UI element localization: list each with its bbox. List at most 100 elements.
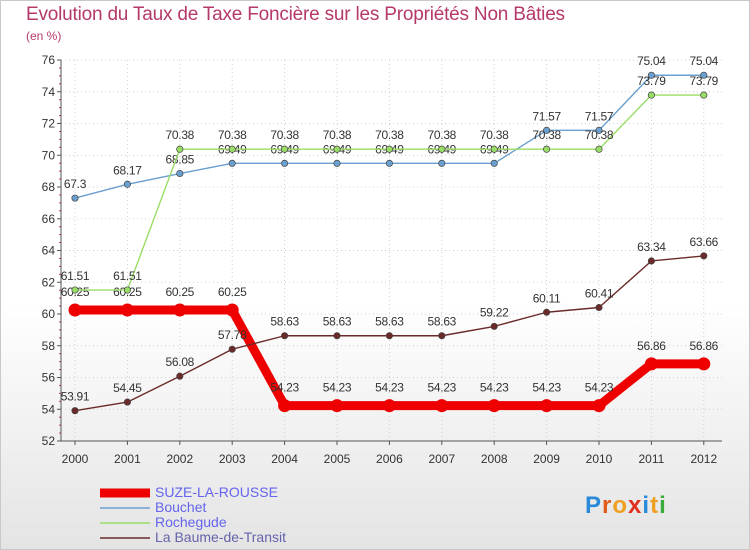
data-label: 68.17 [113,163,142,177]
proxiti-logo: Proxiti [585,492,667,520]
data-point [385,332,393,340]
data-point [173,303,187,317]
data-label: 71.57 [585,109,614,123]
logo-letter: i [659,492,667,519]
data-label: 73.79 [637,74,666,88]
y-tick-label: 66 [42,212,56,226]
data-point [228,345,236,353]
data-label: 60.25 [218,285,247,299]
data-label: 54.45 [113,381,142,395]
data-point [71,194,79,202]
series-suze-la-rousse: 60.2560.2560.2560.2554.2354.2354.2354.23… [61,285,719,413]
data-point [71,286,79,294]
chart-title: Evolution du Taux de Taxe Foncière sur l… [26,4,565,25]
series-rochegude: 61.51 61.51 70.38 70.38 70.38 70.38 70.38 70.38… [61,74,719,294]
data-point [700,91,708,99]
legend [100,488,150,539]
y-tick-label: 76 [42,53,56,67]
logo-letter: r [602,492,613,519]
data-point [333,159,341,167]
data-point [225,303,239,317]
data-label: 70.38 [428,128,457,142]
data-label: 54.23 [270,381,299,395]
data-point [228,145,236,153]
y-tick-label: 72 [42,117,56,131]
data-label: 70.38 [480,128,509,142]
x-tick-label: 2007 [428,452,455,466]
data-point [176,145,184,153]
data-point [595,126,603,134]
y-tick-label: 64 [42,244,56,258]
legend-label: Bouchet [155,499,207,515]
x-tick-label: 2000 [62,452,89,466]
data-point [700,252,708,260]
data-point [120,303,134,317]
data-point [281,159,289,167]
data-point [438,159,446,167]
data-label: 70.38 [532,128,561,142]
x-tick-label: 2003 [219,452,246,466]
data-label: 60.25 [166,285,195,299]
data-point [540,399,554,413]
data-label: 56.86 [690,339,719,353]
data-label: 54.23 [532,381,561,395]
x-tick-label: 2011 [638,452,664,466]
y-tick-label: 60 [42,307,56,321]
data-point [438,332,446,340]
y-tick-label: 56 [42,371,56,385]
logo-letter: o [612,492,629,519]
data-point [176,169,184,178]
data-point [330,399,344,413]
data-label: 75.04 [637,54,666,68]
y-tick-label: 62 [42,275,56,289]
data-label: 54.23 [585,381,614,395]
data-label: 70.38 [166,128,195,142]
data-point [71,407,79,415]
x-tick-label: 2002 [166,452,193,466]
data-point [228,159,236,167]
y-tick-label: 58 [42,339,56,353]
x-tick-label: 2009 [533,452,560,466]
data-label: 73.79 [690,74,719,88]
data-label: 67.3 [64,177,87,191]
data-label: 70.38 [585,128,614,142]
y-axis-unit: (en %) [26,29,62,43]
x-tick-label: 2001 [114,452,141,466]
data-label: 53.91 [61,390,90,404]
data-point [333,332,341,340]
data-point [176,372,184,380]
logo-letter: P [585,492,603,519]
data-label: 71.57 [532,109,561,123]
y-tick-label: 54 [42,402,56,416]
data-label: 68.85 [166,153,195,167]
data-label: 58.63 [323,315,352,329]
data-label: 54.23 [428,381,457,395]
data-label: 60.41 [585,286,614,300]
data-point [490,322,498,330]
data-label: 70.38 [323,128,352,142]
y-tick-label: 70 [42,148,56,162]
x-tick-label: 2012 [690,452,717,466]
data-label: 54.23 [480,381,509,395]
data-point [487,399,501,413]
data-point [382,399,396,413]
x-tick-label: 2004 [271,452,298,466]
legend-label: La Baume-de-Transit [155,529,286,545]
data-point [543,126,551,134]
data-point [490,159,498,167]
x-tick-label: 2008 [481,452,508,466]
data-point [333,145,341,153]
data-point [697,357,711,371]
x-tick-label: 2005 [324,452,351,466]
data-label: 58.63 [270,315,299,329]
y-tick-label: 68 [42,180,56,194]
data-point [278,399,292,413]
data-point [435,399,449,413]
data-label: 75.04 [690,54,719,68]
series-layer: 60.2560.2560.2560.2554.2354.2354.2354.23… [61,54,719,415]
logo-letter: x [628,492,643,519]
x-tick-label: 2006 [376,452,403,466]
data-label: 58.63 [428,315,457,329]
data-label: 56.86 [637,339,666,353]
